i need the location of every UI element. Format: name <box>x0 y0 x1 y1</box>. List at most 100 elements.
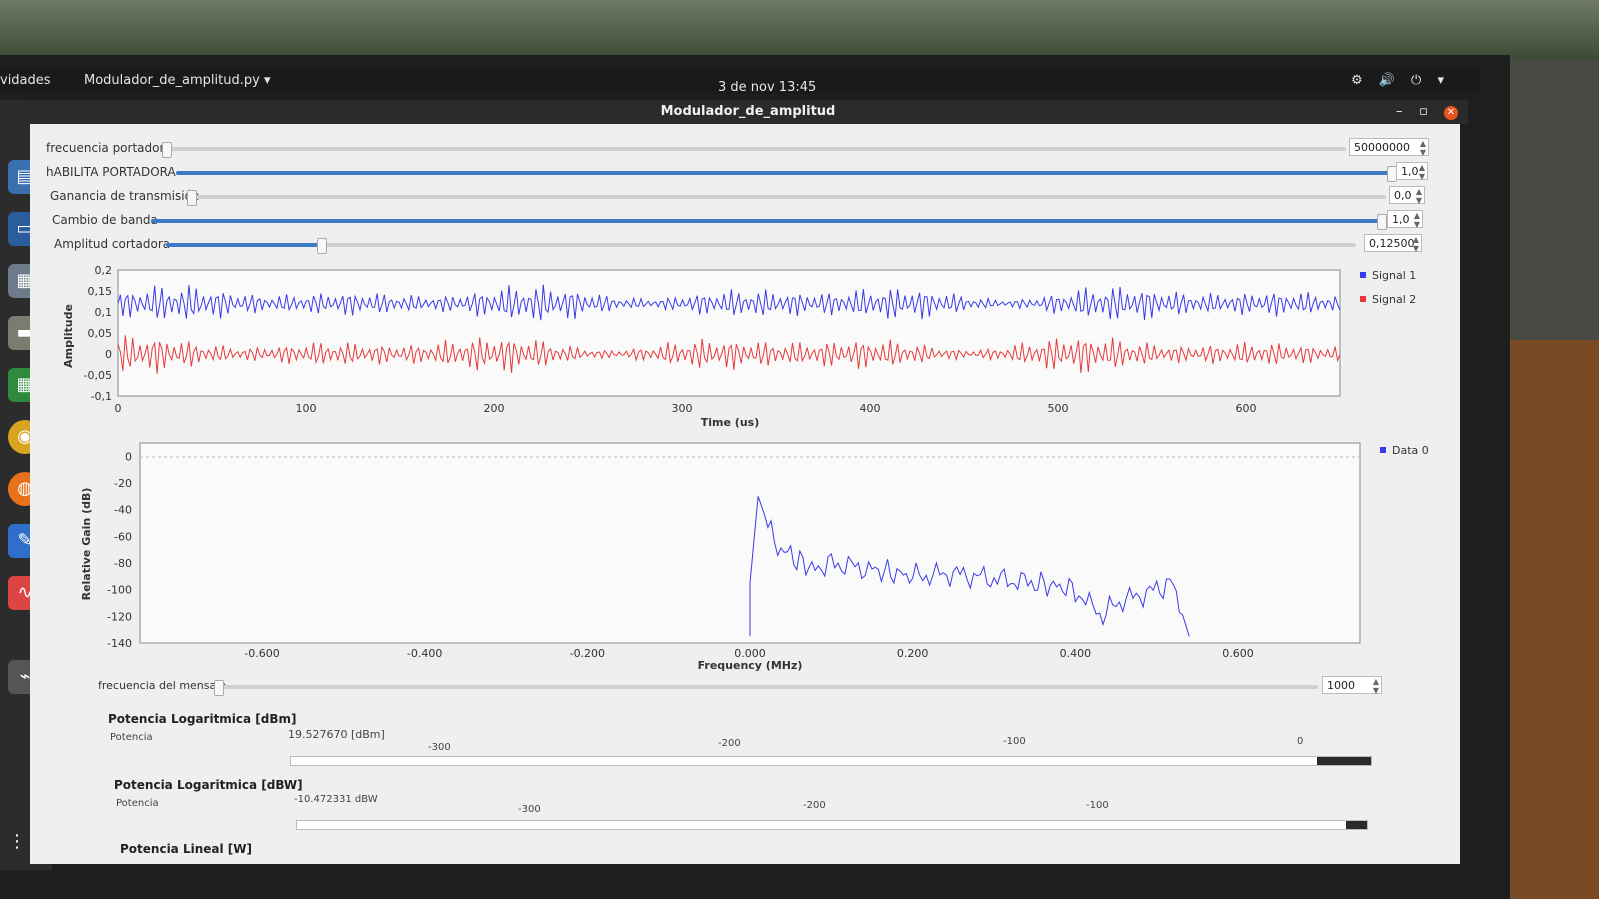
spinbox-value: 1,0 <box>1401 165 1419 178</box>
y-tick-label: -40 <box>114 504 132 517</box>
slider-track[interactable] <box>162 142 1346 158</box>
spinbox[interactable]: 1,0 ▲ ▼ <box>1387 210 1423 229</box>
x-axis-label: Time (us) <box>701 416 759 429</box>
background-window-scene <box>0 0 1599 60</box>
x-tick-label: -0.400 <box>407 647 442 660</box>
slider-ganancia-transmision: Ganancia de transmisión 0,0 ▲ ▼ <box>46 186 1441 208</box>
spinbox-arrows-icon[interactable]: ▲ ▼ <box>1419 139 1426 157</box>
y-tick-label: 0,1 <box>95 306 113 319</box>
app-menu[interactable]: Modulador_de_amplitud.py ▾ <box>84 73 271 88</box>
spinbox[interactable]: 0,12500 ▲ ▼ <box>1364 234 1422 253</box>
slider-handle[interactable] <box>187 190 197 206</box>
dbw-label: Potencia <box>116 798 159 809</box>
slider-fill <box>166 243 321 247</box>
x-tick-label: 0 <box>115 402 122 415</box>
legend: Signal 1 Signal 2 <box>1360 269 1416 306</box>
slider-label: frecuencia del mensaje <box>98 679 227 692</box>
app-window: frecuencia portadora 50000000 ▲ ▼ hABILIT… <box>30 124 1460 864</box>
dbm-bar-fill <box>1317 757 1371 765</box>
maximize-button[interactable]: ▫ <box>1419 104 1428 119</box>
spinbox-arrows-icon[interactable]: ▲ ▼ <box>1418 163 1425 181</box>
slider-handle[interactable] <box>162 142 172 158</box>
slider-track[interactable] <box>176 166 1397 182</box>
slider-track[interactable] <box>166 238 1356 254</box>
y-axis-label: Relative Gain (dB) <box>80 488 93 601</box>
slider-track[interactable] <box>151 214 1387 230</box>
y-tick-label: -100 <box>107 584 132 597</box>
dbm-value: 19.527670 [dBm] <box>288 728 385 741</box>
x-tick-label: 600 <box>1236 402 1257 415</box>
time-domain-plot[interactable]: Amplitude Time (us) 0,2 0,15 0,1 0,05 0 -0,05… <box>60 264 1450 434</box>
minimize-button[interactable]: – <box>1396 104 1403 119</box>
spectrum-trace <box>749 496 1190 637</box>
legend-label: Signal 2 <box>1372 293 1416 306</box>
slider-habilita-portadora: hABILITA PORTADORA 1,0 ▲ ▼ <box>46 162 1441 184</box>
x-tick-label: 100 <box>296 402 317 415</box>
legend-swatch <box>1360 272 1366 278</box>
y-tick-label: -0,05 <box>84 369 112 382</box>
slider-handle[interactable] <box>214 680 224 696</box>
clock[interactable]: 3 de nov 13:45 <box>718 80 817 95</box>
x-tick-label: 500 <box>1048 402 1069 415</box>
legend-swatch <box>1380 447 1386 453</box>
legend: Data 0 <box>1380 444 1429 457</box>
y-tick-label: -20 <box>114 477 132 490</box>
slider-handle[interactable] <box>316 238 327 254</box>
x-tick-label: 0.000 <box>734 647 766 660</box>
x-tick-label: 400 <box>860 402 881 415</box>
legend-swatch <box>1360 296 1366 302</box>
legend-label: Data 0 <box>1392 444 1429 457</box>
slider-label: Ganancia de transmisión <box>50 189 200 203</box>
dbw-value: -10.472331 dBW <box>294 794 378 805</box>
slider-label: hABILITA PORTADORA <box>46 165 176 179</box>
dbw-title: Potencia Logaritmica [dBW] <box>114 778 303 792</box>
slider-label: Amplitud cortadora <box>54 237 171 251</box>
linear-power-title: Potencia Lineal [W] <box>120 842 252 856</box>
spinbox-arrows-icon[interactable]: ▲ ▼ <box>1412 235 1419 253</box>
frequency-domain-plot[interactable]: Relative Gain (dB) Frequency (MHz) 0 -20 -… <box>60 439 1450 679</box>
system-tray-icons[interactable]: ⚙ 🔊 ⏻ ▾ <box>1350 73 1450 88</box>
dbm-title: Potencia Logaritmica [dBm] <box>108 712 297 726</box>
spinbox[interactable]: 50000000 ▲ ▼ <box>1349 138 1429 157</box>
slider-handle[interactable] <box>1377 214 1387 230</box>
spinbox[interactable]: 1000 ▲ ▼ <box>1322 676 1382 695</box>
x-tick-label: 0.200 <box>897 647 929 660</box>
series-line-data-0 <box>749 496 1190 637</box>
dbw-tick: -200 <box>803 800 826 811</box>
spinbox-arrows-icon[interactable]: ▲ ▼ <box>1415 187 1422 205</box>
dbw-bar-fill <box>1345 821 1367 829</box>
plot-frame <box>117 269 1341 397</box>
spinbox-arrows-icon[interactable]: ▲ ▼ <box>1372 677 1379 695</box>
x-axis-label: Frequency (MHz) <box>698 659 803 672</box>
close-button[interactable]: ✕ <box>1444 106 1458 120</box>
slider-label: frecuencia portadora <box>46 141 172 155</box>
y-tick-label: 0,2 <box>95 264 113 277</box>
window-controls: – ▫ ✕ <box>1396 100 1458 124</box>
x-tick-labels: -0.600 -0.400 -0.200 0.000 0.200 0.400 0.600 <box>244 647 1253 660</box>
spinbox-value: 0,0 <box>1394 189 1412 202</box>
series-line-1 <box>117 284 1341 321</box>
y-tick-label: 0 <box>125 450 132 463</box>
legend-label: Signal 1 <box>1372 269 1416 282</box>
activities-button[interactable]: vidades <box>0 73 51 88</box>
y-tick-label: -140 <box>107 637 132 650</box>
spinbox[interactable]: 0,0 ▲ ▼ <box>1389 186 1425 205</box>
dbw-tick: -300 <box>518 804 541 815</box>
dbw-bar <box>296 820 1368 830</box>
spinbox-arrows-icon[interactable]: ▲ ▼ <box>1413 211 1420 229</box>
dbm-bar <box>290 756 1372 766</box>
slider-frecuencia-mensaje: frecuencia del mensaje 1000 ▲ ▼ <box>98 676 1388 698</box>
slider-fill <box>176 171 1391 175</box>
x-tick-label: 300 <box>672 402 693 415</box>
dbm-tick: -100 <box>1003 736 1026 747</box>
y-tick-label: -60 <box>114 530 132 543</box>
window-title: Modulador_de_amplitud <box>660 104 836 119</box>
x-tick-labels: 0 100 200 300 400 500 600 <box>115 402 1257 415</box>
spinbox[interactable]: 1,0 ▲ ▼ <box>1396 162 1428 181</box>
x-tick-label: -0.200 <box>570 647 605 660</box>
y-axis-label: Amplitude <box>62 304 75 368</box>
slider-track[interactable] <box>214 680 1318 696</box>
slider-track[interactable] <box>187 190 1386 206</box>
slider-amplitud-cortadora: Amplitud cortadora 0,12500 ▲ ▼ <box>46 234 1441 256</box>
dbm-tick: -300 <box>428 742 451 753</box>
